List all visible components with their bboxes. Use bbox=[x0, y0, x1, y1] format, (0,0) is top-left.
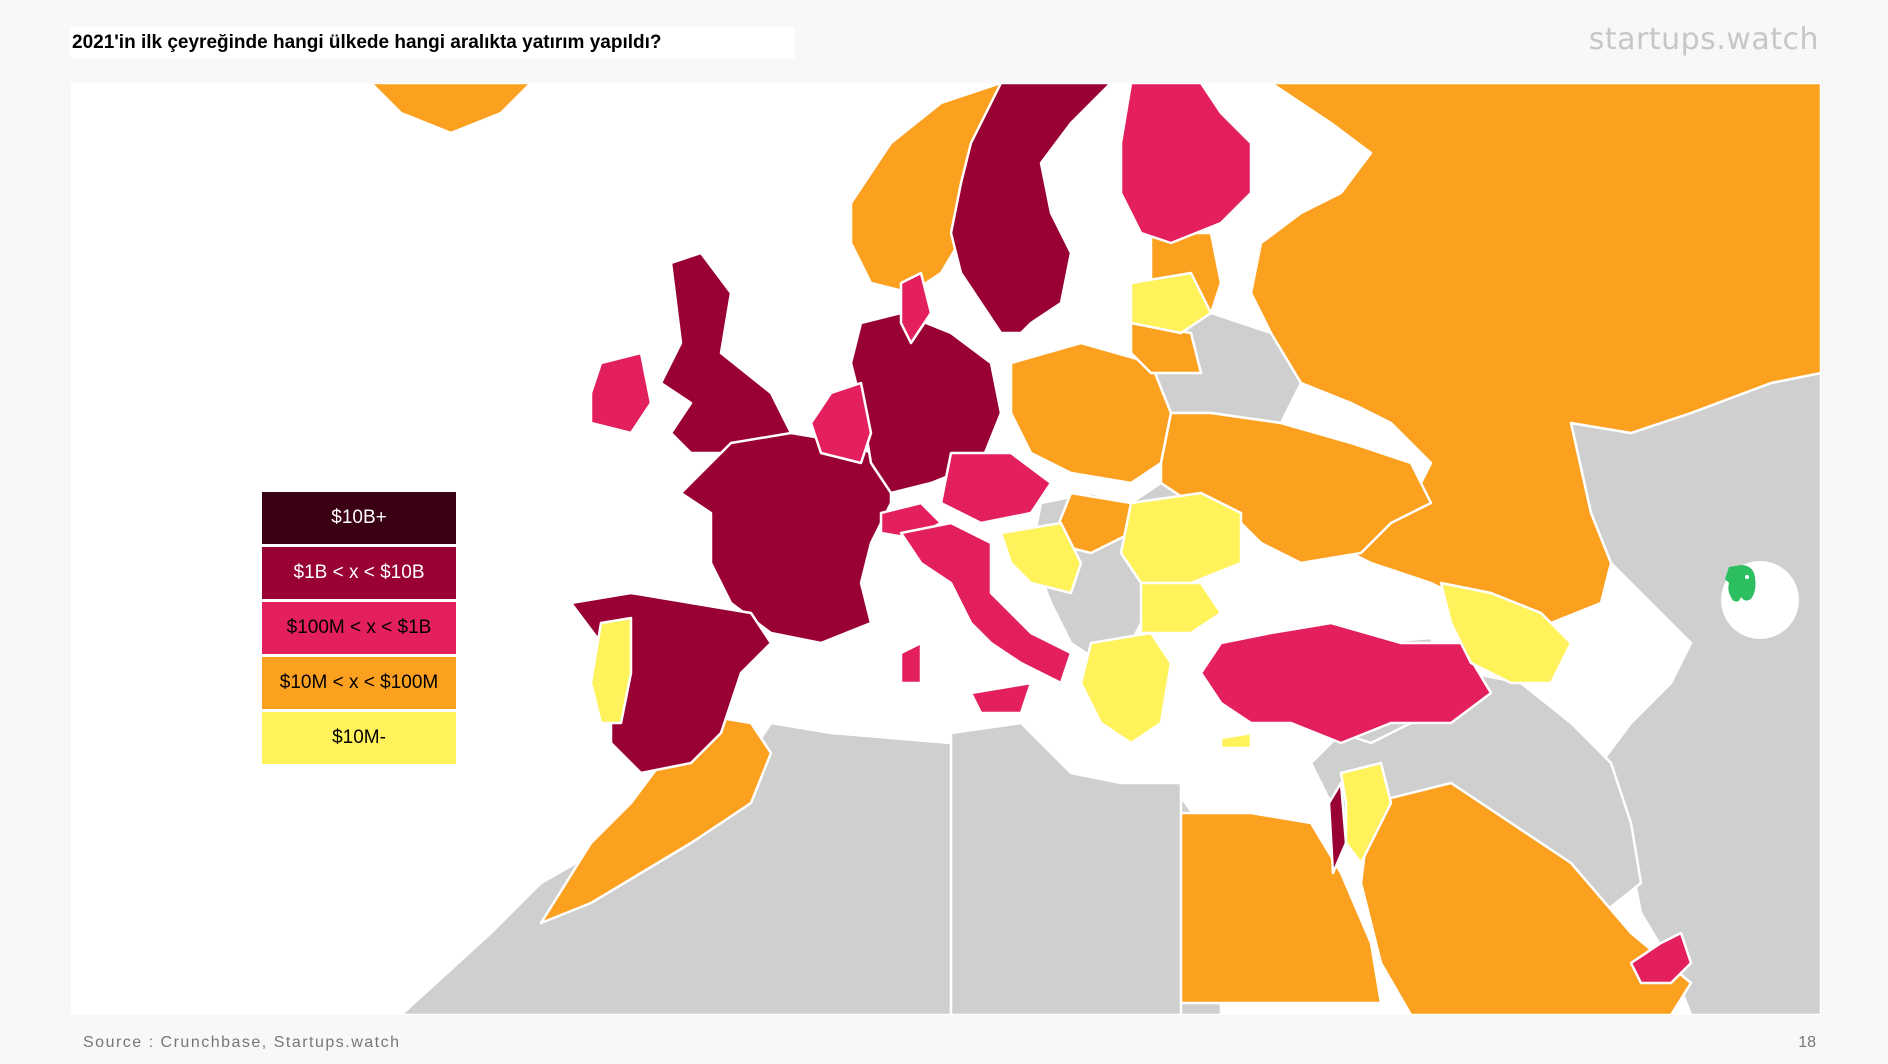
region-united-kingdom bbox=[659, 251, 793, 455]
map-legend: $10B+ $1B < x < $10B $100M < x < $1B $10… bbox=[262, 492, 456, 767]
region-italy bbox=[899, 521, 1073, 685]
region-cyprus bbox=[1219, 731, 1253, 750]
region-central-north-africa bbox=[949, 721, 1183, 1015]
region-sardinia bbox=[899, 641, 923, 685]
region-jordan-lebanon bbox=[1339, 761, 1393, 865]
region-morocco bbox=[539, 701, 773, 925]
region-georgia-armenia bbox=[1439, 581, 1573, 685]
evernote-elephant-icon[interactable] bbox=[1721, 561, 1799, 639]
region-bulgaria bbox=[1139, 581, 1223, 635]
brand-logo-text: startups.watch bbox=[1588, 22, 1819, 57]
legend-label: $1B < x < $10B bbox=[293, 562, 425, 583]
legend-label: $10M < x < $100M bbox=[279, 672, 439, 693]
region-poland bbox=[1009, 341, 1173, 485]
region-sweden bbox=[949, 83, 1113, 335]
region-ireland bbox=[589, 351, 653, 435]
region-portugal bbox=[589, 616, 633, 725]
legend-label: $10B+ bbox=[331, 507, 387, 528]
legend-item-10b-plus: $10B+ bbox=[262, 492, 456, 544]
slide-title: 2021'in ilk çeyreğinde hangi ülkede hang… bbox=[70, 27, 795, 58]
page-number: 18 bbox=[1798, 1034, 1816, 1051]
region-czechia-austria bbox=[939, 451, 1053, 525]
region-denmark bbox=[899, 271, 933, 345]
region-iceland bbox=[369, 83, 533, 135]
legend-item-1b-10b: $1B < x < $10B bbox=[262, 547, 456, 599]
region-greece bbox=[1079, 631, 1173, 745]
region-romania bbox=[1119, 491, 1243, 585]
region-uae bbox=[1629, 931, 1693, 985]
legend-label: $100M < x < $1B bbox=[286, 617, 432, 638]
legend-item-100m-1b: $100M < x < $1B bbox=[262, 602, 456, 654]
region-saudi-arabia bbox=[1359, 781, 1693, 1015]
europe-investment-map bbox=[71, 83, 1821, 1015]
region-egypt bbox=[1179, 811, 1383, 1005]
elephant-glyph bbox=[1725, 565, 1756, 602]
region-sicily bbox=[969, 681, 1033, 715]
region-ukraine bbox=[1159, 411, 1433, 565]
legend-item-under-10m: $10M- bbox=[262, 712, 456, 764]
region-latvia-estonia bbox=[1129, 271, 1213, 335]
region-turkey bbox=[1199, 621, 1493, 745]
legend-item-10m-100m: $10M < x < $100M bbox=[262, 657, 456, 709]
region-croatia-serbia bbox=[999, 521, 1083, 595]
map-svg bbox=[369, 83, 1821, 1015]
source-note: Source : Crunchbase, Startups.watch bbox=[83, 1034, 401, 1051]
region-netherlands-belgium bbox=[809, 381, 873, 465]
legend-label: $10M- bbox=[332, 727, 386, 748]
region-finland bbox=[1119, 83, 1253, 245]
